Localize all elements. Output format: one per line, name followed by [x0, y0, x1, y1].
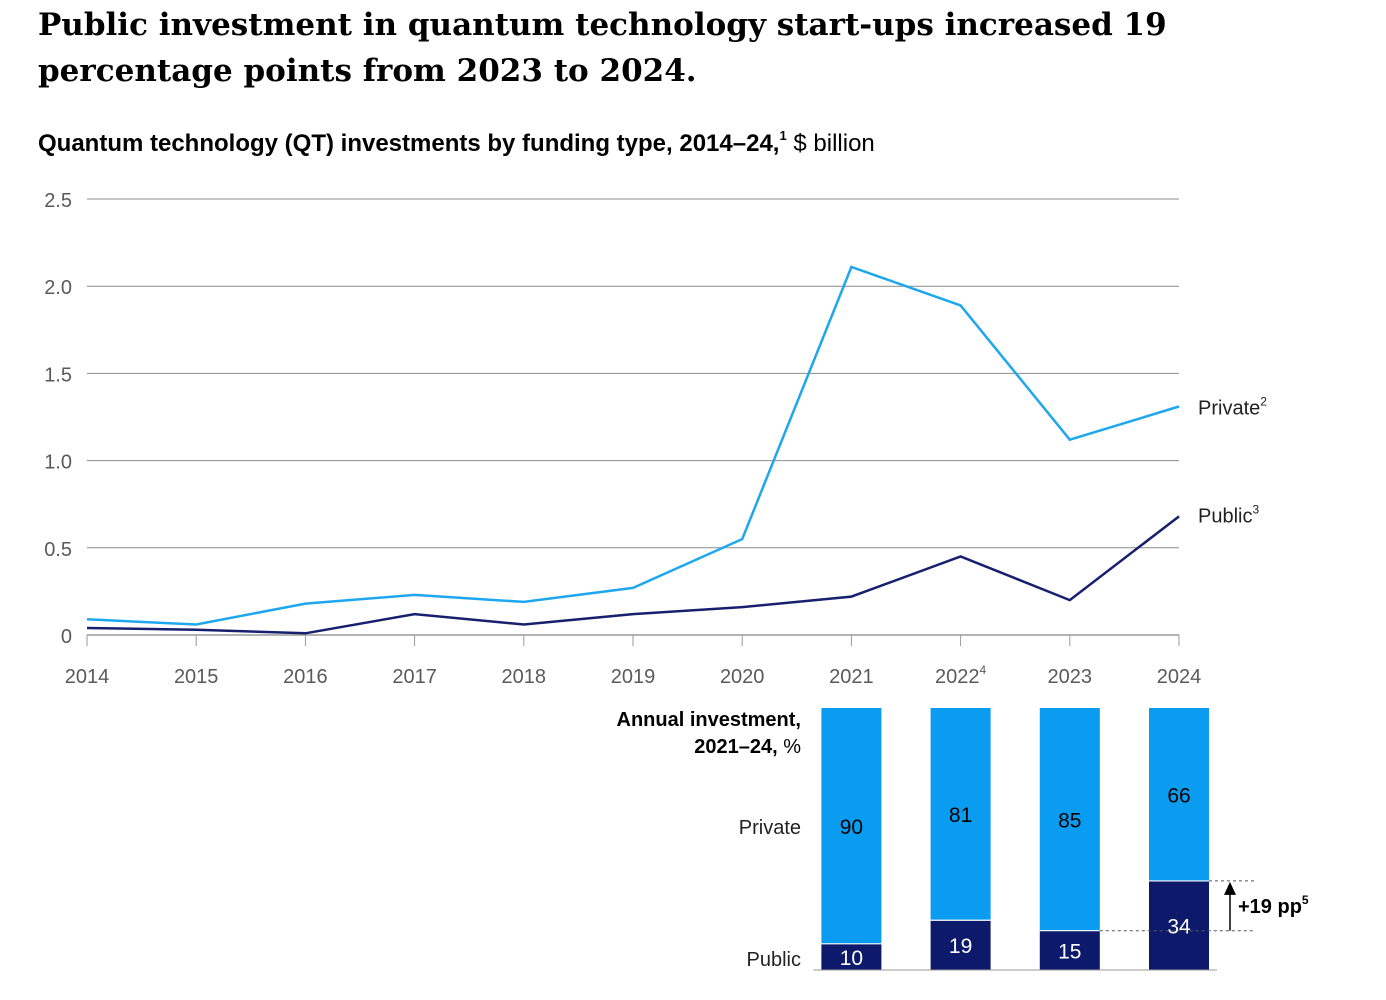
- headline: Public investment in quantum technology …: [38, 7, 1167, 89]
- bar-chart-title: Annual investment,: [617, 709, 801, 731]
- y-tick-label: 2.0: [44, 277, 72, 299]
- bar-value-public: 34: [1167, 915, 1191, 938]
- x-tick-label: 2019: [611, 666, 656, 688]
- y-tick-label: 0: [61, 626, 72, 648]
- x-tick-label: 2016: [283, 666, 328, 688]
- x-tick-label: 20224: [935, 663, 987, 688]
- annotation-label: +19 pp5: [1238, 893, 1309, 918]
- bar-segment-private: [1149, 708, 1209, 881]
- row-label-public: Public: [747, 949, 801, 971]
- bar-value-private: 81: [949, 804, 972, 827]
- x-tick-label: 2017: [392, 666, 437, 688]
- annotation-arrow-head: [1224, 881, 1236, 895]
- bar-chart-title-line2: 2021–24, %: [694, 736, 801, 758]
- y-tick-label: 1.0: [44, 452, 72, 474]
- bar-value-private: 66: [1167, 784, 1190, 807]
- x-axis: 2014 2015 2016 2017 2018 2019 2020 2021 20224 202…: [65, 634, 1202, 688]
- series-label-private: Private2: [1198, 395, 1267, 420]
- chart-subtitle-bold: Quantum technology (QT) investments by f…: [38, 130, 780, 157]
- stacked-bars: 90 10 81 19 85 15 66 34 Annual investment, 2021–2…: [617, 708, 1217, 971]
- x-tick-label: 2020: [720, 666, 765, 688]
- bar-segment-public: [1149, 880, 1209, 970]
- gridlines: [87, 198, 1179, 549]
- y-tick-label: 1.5: [44, 364, 72, 386]
- x-tick-label: 2023: [1048, 666, 1093, 688]
- row-label-private: Private: [739, 817, 801, 839]
- x-tick-label: 2014: [65, 666, 110, 688]
- bar-value-public: 10: [840, 947, 863, 970]
- bar-segment-private: [821, 708, 882, 944]
- bar-value-private: 90: [840, 816, 863, 839]
- y-tick-label: 2.5: [44, 190, 72, 212]
- y-axis-ticks: 0 0.5 1.0 1.5 2.0 2.5: [44, 190, 72, 648]
- x-tick-label: 2018: [502, 666, 547, 688]
- bar-segment-private: [1039, 708, 1100, 931]
- series-label-public: Public3: [1198, 502, 1259, 527]
- line-series: Private2 Public3: [86, 265, 1267, 635]
- subtitle-footnote: 1: [779, 128, 787, 143]
- bar-segment-public: [1039, 930, 1100, 970]
- subtitle-unit: $ billion: [786, 130, 875, 157]
- bar-segment-private: [930, 708, 991, 921]
- bar-value-public: 19: [949, 935, 972, 958]
- bar-value-public: 15: [1058, 940, 1081, 963]
- bar-value-private: 85: [1058, 809, 1081, 832]
- x-tick-label: 2021: [829, 666, 874, 688]
- bar-segment-public: [821, 943, 882, 970]
- x-tick-label: 2015: [174, 666, 219, 688]
- bar-segment-public: [930, 920, 991, 970]
- y-tick-label: 0.5: [44, 539, 72, 561]
- chart-subtitle: Quantum technology (QT) investments by f…: [38, 128, 875, 158]
- series-line-private: [86, 265, 1180, 626]
- bar-annotation: +19 pp5: [1099, 880, 1309, 932]
- series-line-public: [86, 515, 1180, 635]
- x-tick-label: 2024: [1157, 666, 1202, 688]
